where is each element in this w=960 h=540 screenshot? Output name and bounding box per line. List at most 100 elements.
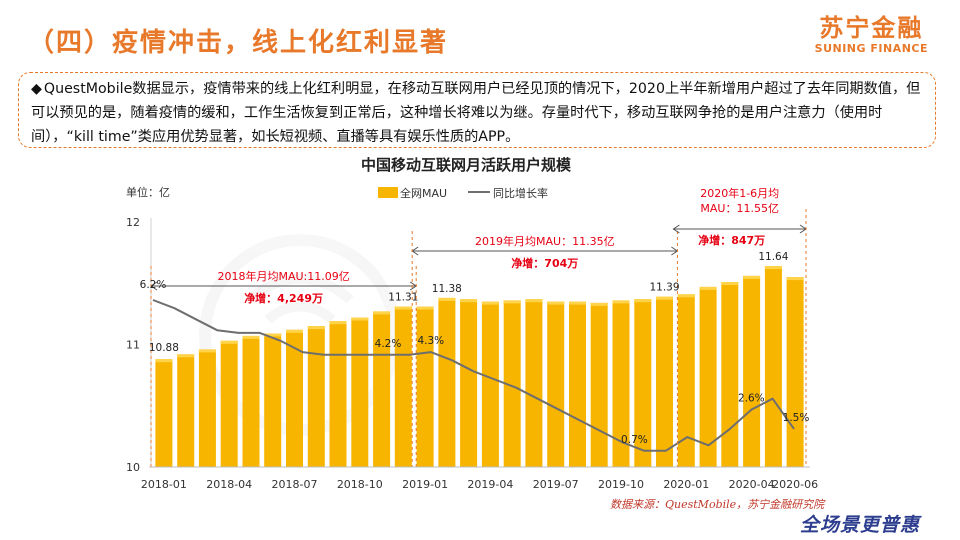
description-box: ◆ QuestMobile数据显示，疫情带来的线上化红利明显，在移动互联网用户已经… xyxy=(18,72,936,148)
legend-bar-swatch xyxy=(378,187,398,198)
mau-bar-highlight xyxy=(481,301,499,305)
mau-bar xyxy=(481,301,499,467)
mau-bar-highlight xyxy=(590,302,608,306)
mau-bar-highlight xyxy=(503,300,521,304)
mau-bar xyxy=(329,321,347,467)
mau-bar xyxy=(677,294,695,467)
mau-bar xyxy=(547,301,565,467)
x-tick-label: 2019-01 xyxy=(402,478,448,491)
annotation-sublabel: 净增：4,249万 xyxy=(244,291,323,305)
mau-bar xyxy=(764,266,782,467)
mau-bar xyxy=(155,359,173,467)
mau-bar xyxy=(699,286,717,467)
mau-bar xyxy=(373,311,391,467)
page-title: （四）疫情冲击，线上化红利显著 xyxy=(28,28,449,58)
rate-value-label: 1.5% xyxy=(783,412,810,424)
mau-bar-highlight xyxy=(155,359,173,363)
mau-bar-highlight xyxy=(656,296,673,300)
annotation-label: 2018年月均MAU:11.09亿 xyxy=(217,269,349,283)
mau-bar-highlight xyxy=(547,301,565,305)
footer-slogan: 全场景更普惠 xyxy=(799,514,920,536)
y-tick-label: 11 xyxy=(126,339,140,352)
mau-bar-highlight xyxy=(307,326,325,330)
mau-bar-highlight xyxy=(416,306,434,310)
unit-label: 单位：亿 xyxy=(126,185,170,199)
x-tick-label: 2018-01 xyxy=(141,478,187,491)
mau-bar xyxy=(786,277,804,467)
mau-bar-highlight xyxy=(394,306,412,310)
bar-value-label: 11.31 xyxy=(388,292,418,304)
mau-bar-highlight xyxy=(569,301,586,305)
mau-bar-highlight xyxy=(242,335,260,339)
mau-bar xyxy=(416,306,434,467)
x-tick-label: 2018-07 xyxy=(272,478,318,491)
mau-bar xyxy=(438,297,456,467)
mau-bar xyxy=(525,299,543,467)
logo-english: SUNING FINANCE xyxy=(814,42,928,55)
bar-value-label: 10.88 xyxy=(149,342,179,354)
rate-value-label: 6.2% xyxy=(140,279,167,291)
mau-bar-highlight xyxy=(351,317,369,321)
mau-bar-highlight xyxy=(438,297,456,301)
mau-bar xyxy=(743,275,761,467)
mau-bar-highlight xyxy=(286,329,303,333)
rate-value-label: 4.3% xyxy=(417,335,444,347)
mau-bar xyxy=(503,300,521,467)
mau-bar xyxy=(242,335,260,467)
x-tick-label: 2019-07 xyxy=(533,478,579,491)
mau-bar xyxy=(286,329,303,467)
chart-title: 中国移动互联网月活跃用户规模 xyxy=(361,156,572,174)
rate-value-label: 2.6% xyxy=(738,393,765,405)
arrow-left-icon xyxy=(672,224,680,234)
diamond-bullet-icon: ◆ xyxy=(31,81,42,97)
mau-bar xyxy=(590,302,608,467)
mau-bar-highlight xyxy=(177,354,195,358)
growth-rate-line xyxy=(152,299,795,452)
mau-bar-highlight xyxy=(525,299,543,303)
mau-bar-highlight xyxy=(220,340,238,344)
bar-value-label: 11.38 xyxy=(432,283,462,295)
mau-bar xyxy=(394,306,412,467)
mau-bar xyxy=(264,333,282,467)
x-tick-label: 2019-10 xyxy=(598,478,644,491)
annotation-sublabel: 净增：704万 xyxy=(511,256,578,270)
mau-bar-highlight xyxy=(743,275,761,279)
x-tick-label: 2019-04 xyxy=(467,478,513,491)
mau-bar xyxy=(612,300,630,467)
legend-bar-label: 全网MAU xyxy=(400,186,447,200)
bar-value-label: 11.39 xyxy=(649,282,679,294)
mau-bar-highlight xyxy=(329,321,347,325)
y-tick-label: 12 xyxy=(126,216,140,229)
mau-bar xyxy=(721,282,739,467)
mau-bar xyxy=(460,299,478,467)
mau-bar-highlight xyxy=(786,277,804,281)
x-tick-label: 2020-04 xyxy=(729,478,775,491)
mau-bar xyxy=(198,349,216,467)
mau-bar xyxy=(220,340,238,467)
annotation-label: MAU：11.55亿 xyxy=(700,202,779,215)
brand-logo: 苏宁金融 SUNING FINANCE xyxy=(815,14,928,55)
mau-bar xyxy=(351,317,369,467)
y-tick-label: 10 xyxy=(126,461,140,474)
mau-bar-highlight xyxy=(699,286,717,290)
mau-bar-highlight xyxy=(198,349,216,353)
description-body: QuestMobile数据显示，疫情带来的线上化红利明显，在移动互联网用户已经见… xyxy=(31,81,921,145)
mau-bar xyxy=(569,301,586,467)
annotation-label: 2020年1-6月均 xyxy=(700,186,779,200)
mau-bar xyxy=(307,326,325,467)
mau-bar-highlight xyxy=(764,266,782,270)
description-text: ◆ QuestMobile数据显示，疫情带来的线上化红利明显，在移动互联网用户已经… xyxy=(31,77,923,149)
mau-bar-highlight xyxy=(373,311,391,315)
annotation-label: 2019年月均MAU：11.35亿 xyxy=(475,234,615,248)
x-tick-label: 2020-06 xyxy=(772,478,818,491)
mau-bar xyxy=(656,296,673,467)
mau-bar-highlight xyxy=(677,294,695,298)
mau-bar-highlight xyxy=(460,299,478,303)
mau-bar-highlight xyxy=(264,333,282,337)
rate-value-label: 0.7% xyxy=(621,434,648,446)
mau-bar xyxy=(177,354,195,467)
